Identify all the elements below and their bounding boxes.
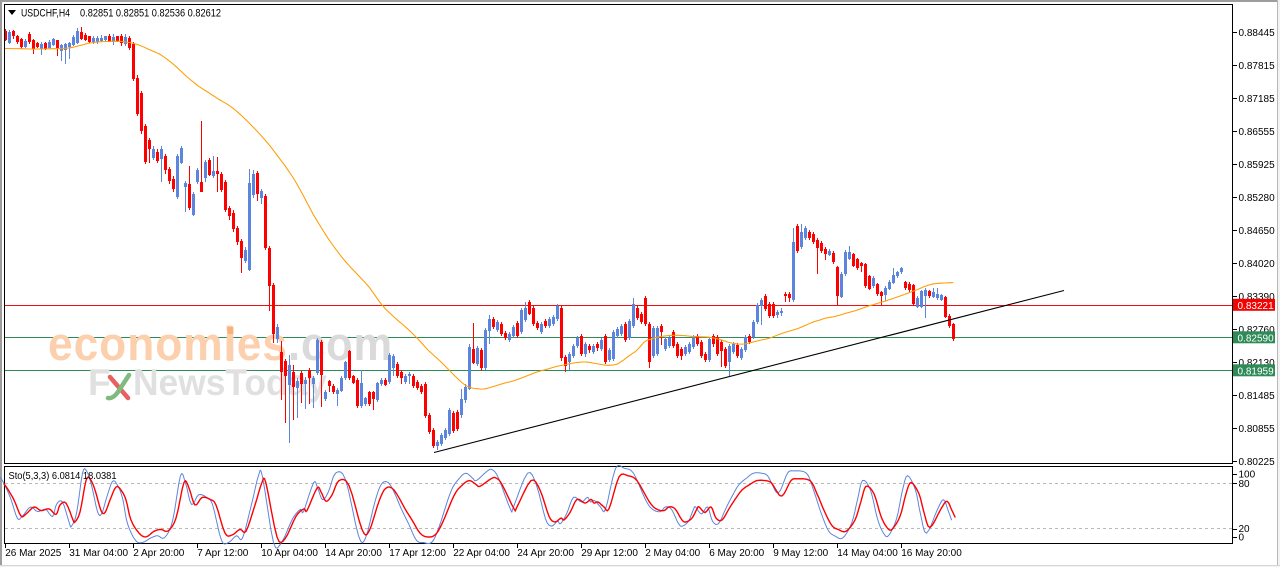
svg-text:0.87815: 0.87815 (1239, 61, 1276, 72)
svg-text:0.85280: 0.85280 (1239, 193, 1276, 204)
svg-text:2 Apr 20:00: 2 Apr 20:00 (133, 548, 185, 559)
svg-text:F: F (88, 362, 111, 403)
svg-text:economies: economies (48, 317, 288, 370)
svg-text:0.81485: 0.81485 (1239, 391, 1276, 402)
svg-text:26 Mar 2025: 26 Mar 2025 (5, 548, 62, 559)
svg-text:0.87185: 0.87185 (1239, 94, 1276, 105)
svg-text:22 Apr 04:00: 22 Apr 04:00 (453, 548, 510, 559)
svg-text:0.84650: 0.84650 (1239, 226, 1276, 237)
svg-text:6 May 20:00: 6 May 20:00 (709, 548, 764, 559)
svg-text:0.80855: 0.80855 (1239, 424, 1276, 435)
svg-text:0.82590: 0.82590 (1238, 334, 1275, 345)
svg-text:16 May 20:00: 16 May 20:00 (901, 548, 962, 559)
svg-text:7 Apr 12:00: 7 Apr 12:00 (197, 548, 249, 559)
svg-text:0: 0 (1239, 533, 1245, 544)
svg-text:0.88445: 0.88445 (1239, 28, 1276, 39)
svg-text:0.86555: 0.86555 (1239, 127, 1276, 138)
svg-text:100: 100 (1239, 470, 1256, 481)
svg-text:14 Apr 20:00: 14 Apr 20:00 (325, 548, 382, 559)
svg-text:29 Apr 12:00: 29 Apr 12:00 (581, 548, 638, 559)
svg-text:31 Mar 04:00: 31 Mar 04:00 (69, 548, 128, 559)
svg-text:0.83390: 0.83390 (1239, 292, 1276, 303)
svg-text:.com: .com (288, 317, 393, 370)
svg-text:Sto(5,3,3) 6.0814 18.0381: Sto(5,3,3) 6.0814 18.0381 (9, 470, 117, 482)
svg-text:17 Apr 12:00: 17 Apr 12:00 (389, 548, 446, 559)
svg-text:0.82130: 0.82130 (1239, 358, 1276, 369)
svg-text:14 May 04:00: 14 May 04:00 (837, 548, 898, 559)
svg-text:0.82760: 0.82760 (1239, 325, 1276, 336)
svg-text:20: 20 (1239, 524, 1251, 535)
svg-text:2 May 04:00: 2 May 04:00 (645, 548, 700, 559)
svg-text:0.85925: 0.85925 (1239, 160, 1276, 171)
svg-text:9 May 12:00: 9 May 12:00 (773, 548, 828, 559)
svg-text:80: 80 (1239, 479, 1251, 490)
svg-text:USDCHF,H4: USDCHF,H4 (21, 7, 70, 19)
svg-text:10 Apr 04:00: 10 Apr 04:00 (261, 548, 318, 559)
svg-text:0.84020: 0.84020 (1239, 259, 1276, 270)
svg-text:24 Apr 20:00: 24 Apr 20:00 (517, 548, 574, 559)
svg-text:0.82851 0.82851 0.82536 0.8261: 0.82851 0.82851 0.82536 0.82612 (80, 7, 221, 19)
svg-text:0.80225: 0.80225 (1239, 457, 1276, 468)
svg-text:0.81959: 0.81959 (1238, 367, 1275, 378)
svg-text:0.83221: 0.83221 (1238, 301, 1275, 312)
